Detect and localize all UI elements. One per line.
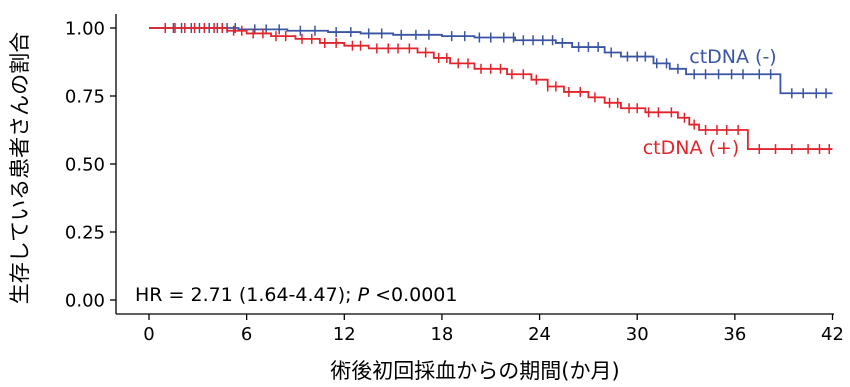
y-axis-title: 生存している患者さんの割合 xyxy=(8,32,32,304)
series-ctdna-positive xyxy=(149,23,833,155)
x-tick-label: 30 xyxy=(626,324,649,345)
y-tick-label: 1.00 xyxy=(65,19,105,40)
x-axis-title: 術後初回採血からの期間(か月) xyxy=(330,359,619,383)
y-ticks: 0.00 0.25 0.50 0.75 1.00 xyxy=(65,19,116,312)
y-tick-label: 0.25 xyxy=(65,223,105,244)
x-tick-label: 24 xyxy=(528,324,551,345)
x-ticks: 0 6 12 18 24 30 36 42 xyxy=(143,314,844,345)
y-tick-label: 0.00 xyxy=(65,291,105,312)
y-tick-label: 0.75 xyxy=(65,87,105,108)
series-label-ctdna-positive: ctDNA (+) xyxy=(643,137,740,159)
x-tick-label: 36 xyxy=(723,324,746,345)
survival-curve-line xyxy=(149,27,833,150)
y-tick-label: 0.50 xyxy=(65,155,105,176)
x-tick-label: 0 xyxy=(143,324,154,345)
survival-curves xyxy=(149,23,833,155)
p-symbol: P xyxy=(358,284,370,306)
series-label-ctdna-negative: ctDNA (-) xyxy=(689,46,776,68)
p-value: <0.0001 xyxy=(369,284,457,306)
survival-curve-line xyxy=(149,27,833,95)
x-tick-label: 12 xyxy=(333,324,356,345)
x-tick-label: 42 xyxy=(821,324,844,345)
series-ctdna-negative xyxy=(149,23,833,99)
hr-text: HR = 2.71 (1.64-4.47); xyxy=(135,284,358,306)
hazard-ratio-annotation: HR = 2.71 (1.64-4.47); P <0.0001 xyxy=(135,284,458,306)
x-tick-label: 18 xyxy=(430,324,453,345)
x-tick-label: 6 xyxy=(241,324,252,345)
